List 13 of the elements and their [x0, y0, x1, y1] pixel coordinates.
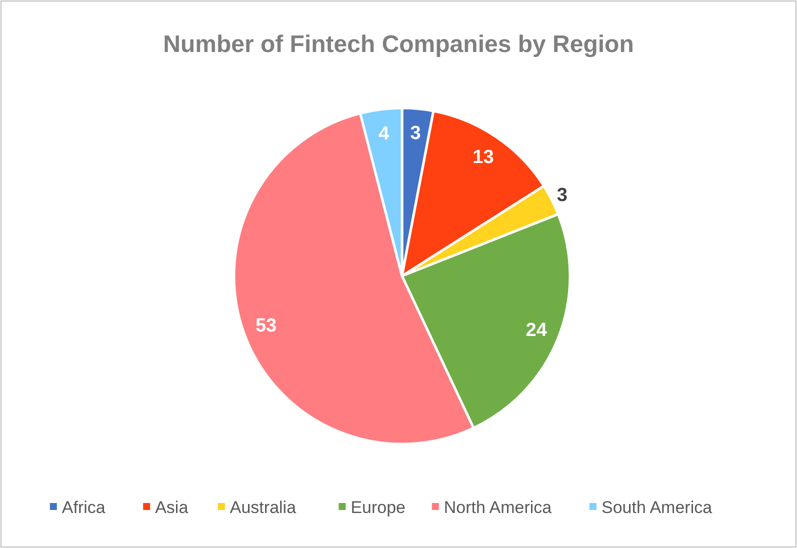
data-label: 53: [255, 316, 277, 337]
legend-label: North America: [444, 498, 552, 517]
legend-label: South America: [602, 498, 713, 517]
data-label: 24: [526, 320, 548, 341]
data-label: 3: [410, 122, 421, 144]
legend-label: Asia: [155, 498, 189, 517]
data-label: 4: [378, 123, 390, 144]
legend-label: Australia: [230, 498, 297, 517]
legend-label: Africa: [62, 498, 106, 517]
data-label: 3: [556, 185, 568, 206]
legend-label: Europe: [350, 498, 406, 517]
chart-title: Number of Fintech Companies by Region: [163, 31, 634, 58]
data-label: 13: [472, 147, 494, 168]
